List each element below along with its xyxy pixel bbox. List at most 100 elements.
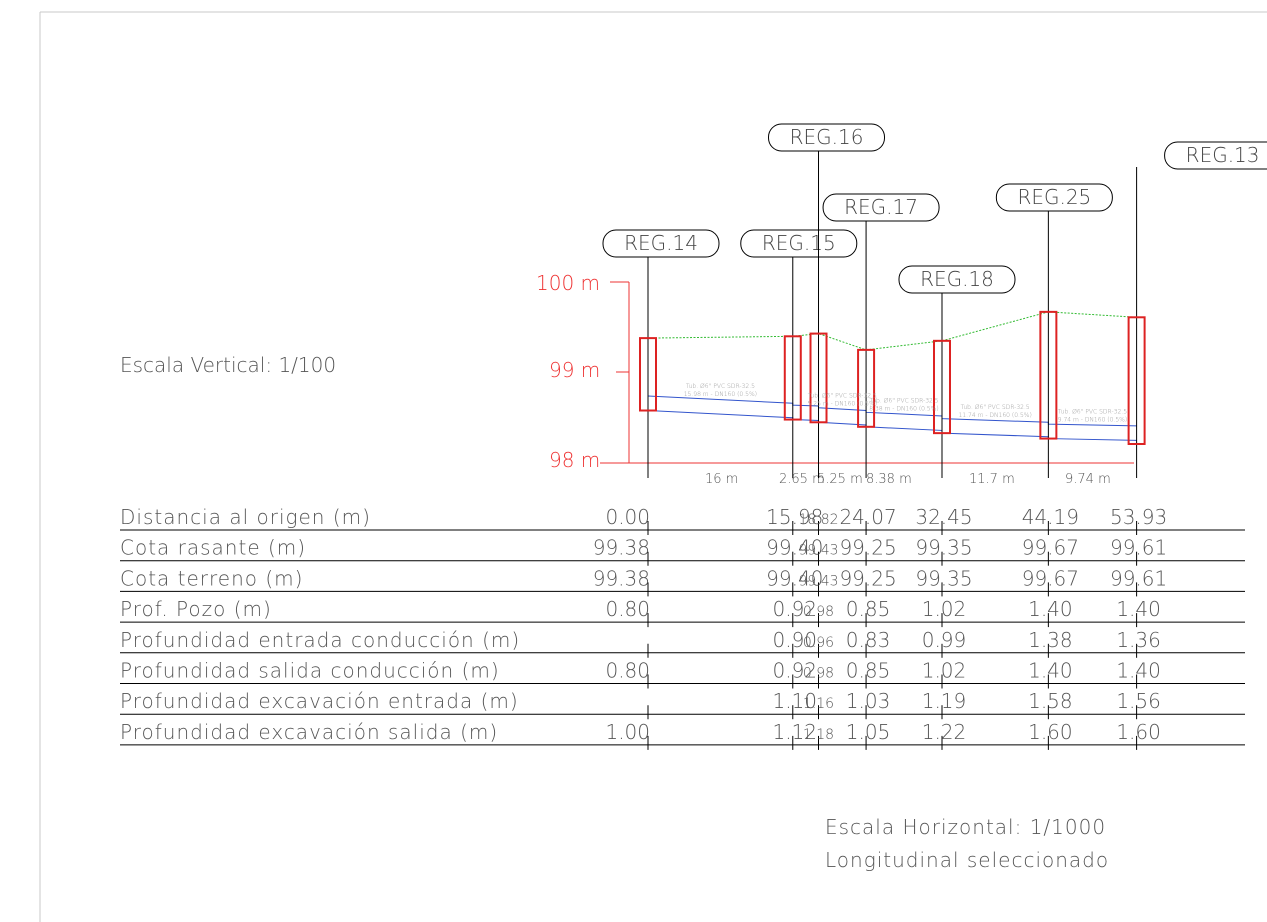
table-cell-value: 99.35 [915,566,972,590]
vertical-scale-label: Escala Vertical: 1/100 [120,353,336,377]
chamber-label-bubble [602,229,720,258]
table-row-label: Cota terreno (m) [120,566,303,590]
table-cell-value: 1.40 [1116,659,1161,683]
well-shaft [639,337,657,412]
pipe-annotation-line1: Tub. Ø6" PVC SDR-32.5 [1058,408,1127,415]
table-cell-value: 1.10 [773,689,818,713]
pipe-annotation-line2: 5.25 m - DN160 (0.5%) [808,401,877,408]
table-cell-value: 1.40 [1116,597,1161,621]
table-cell-value: 99.25 [839,566,896,590]
table-cell-value: 99.61 [1110,536,1167,560]
table-cell-value: 99.38 [593,566,650,590]
table-cell-value: 0.85 [846,597,891,621]
table-cell-value: 1.40 [1028,659,1073,683]
table-cell-value: 1.00 [605,720,650,744]
chamber-label: REG.15 [762,231,836,255]
table-cell-value: 0.92 [773,597,818,621]
table-cell-value: 15.98 [766,505,823,529]
table-cell-value: 1.56 [1116,689,1161,713]
table-cell-value: 99.38 [593,536,650,560]
table-cell-value: 1.18 [803,727,834,743]
table-cell-value: 1.02 [922,659,967,683]
table-row-label: Profundidad excavación entrada (m) [120,689,519,713]
pipe-annotation: Tub. Ø6" PVC SDR-32.515.98 m - DN160 (0.… [684,383,757,398]
table-cell-value: 1.12 [773,720,818,744]
chamber-label: REG.14 [624,231,698,255]
table-cell-value: 1.60 [1116,720,1161,744]
table-cell-value: 99.40 [766,566,823,590]
pipe-annotation-line2: 9.74 m - DN160 (0.5%) [1058,416,1127,423]
table-cell-value: 1.22 [922,720,967,744]
well-shaft [1039,310,1058,440]
profile-layer: REG.14 REG.15 REG.16 REG.17 REG.18 REG.25 REG.… [602,123,1267,478]
table-cell-value: 1.38 [1028,628,1073,652]
segment-length-5: 11.7 m [969,472,1015,487]
table-cell-value: 0.00 [605,505,650,529]
table-cell-value: 0.98 [803,604,834,620]
selection-note: Longitudinal seleccionado [825,848,1109,872]
chamber-label-bubble [822,193,940,222]
pipe-annotation-line1: Tub. Ø6" PVC SDR-32.5 [808,393,877,400]
table-cell-value: 1.05 [846,720,891,744]
table-cell-value: 24.07 [839,505,896,529]
table-cell-value: 0.99 [922,628,967,652]
table-cell-value: 99.67 [1022,566,1079,590]
elevation-label-99: 99 m [549,358,600,382]
pipe-annotation-line1: Tub. Ø6" PVC SDR-32.5 [961,404,1030,411]
table-cell-value: 0.92 [773,659,818,683]
table-cell-value: 1.19 [922,689,967,713]
table-cell-value: 0.83 [846,628,891,652]
pipe-annotation-line2: 8.38 m - DN160 (0.5%) [869,406,938,413]
table-cell-value: 0.80 [605,597,650,621]
table-cell-value: 99.40 [766,536,823,560]
table-cell-value: 1.03 [846,689,891,713]
chamber-label: REG.16 [790,125,864,149]
chamber-label: REG.17 [844,195,918,219]
table-cell-value: 99.35 [915,536,972,560]
segment-length-2: 2.65 m [779,472,825,487]
chamber-label-bubble [898,265,1016,294]
table-cell-value: 1.36 [1116,628,1161,652]
table-cell-value: 1.16 [803,696,834,712]
table-cell-value: 1.02 [922,597,967,621]
table-cell-value: 1.60 [1028,720,1073,744]
pipe-annotation-line2: 11.74 m - DN160 (0.5%) [959,412,1032,419]
table-cell-value: 18.82 [798,512,838,528]
table-row-label: Profundidad salida conducción (m) [120,659,500,683]
elevation-label-100: 100 m [536,271,600,295]
table-cell-value: 0.90 [773,628,818,652]
table-cell-value: 99.67 [1022,536,1079,560]
table-cell-value: 32.45 [915,505,972,529]
ground-line [647,311,1137,351]
table-cell-value: 44.19 [1022,505,1079,529]
pipe-annotation: Tub. Ø6" PVC SDR-32.59.74 m - DN160 (0.5… [1058,408,1127,423]
pipe-annotation-line2: 15.98 m - DN160 (0.5%) [684,391,757,398]
segment-length-1: 16 m [705,472,738,487]
pipe-annotation: Tub. Ø6" PVC SDR-32.511.74 m - DN160 (0.… [959,404,1032,419]
well-shaft [857,348,876,428]
elevation-label-98: 98 m [549,448,600,472]
table-cell-value: 99.61 [1110,566,1167,590]
table-cell-value: 1.40 [1028,597,1073,621]
segment-length-4: 8.38 m [866,472,912,487]
table-row-label: Prof. Pozo (m) [120,597,272,621]
table-cell-value: 0.80 [605,659,650,683]
table-cell-value: 0.96 [803,635,834,651]
chamber-label-bubble [995,183,1113,212]
table-cell-value: 99.43 [798,573,838,589]
well-shaft [932,339,951,435]
well-shaft [809,332,828,424]
well-shaft [783,335,802,421]
chamber-label-bubble [768,123,886,152]
table-cell-value: 53.93 [1110,505,1167,529]
table-row-label: Distancia al origen (m) [120,505,371,529]
table-row-label: Profundidad excavación salida (m) [120,720,498,744]
segment-length-6: 9.74 m [1065,472,1111,487]
chamber-label: REG.25 [1017,185,1091,209]
table-row-label: Cota rasante (m) [120,536,306,560]
table-cell-value: 99.25 [839,536,896,560]
table-cell-value: 0.85 [846,659,891,683]
